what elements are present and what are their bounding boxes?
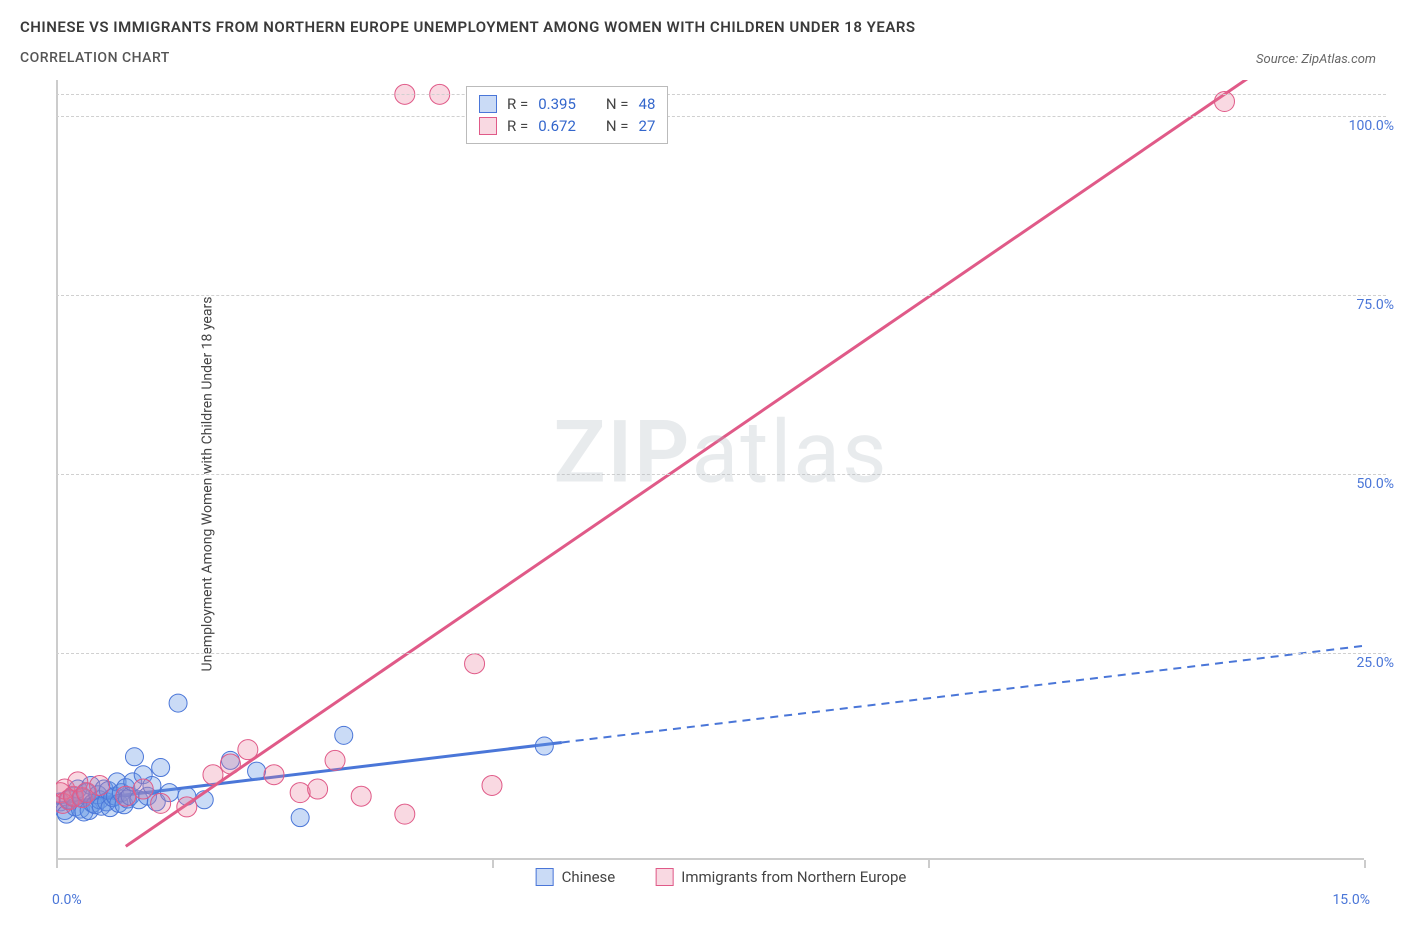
r-label: R = — [507, 117, 528, 135]
scatter-plot — [56, 80, 1364, 860]
y-tick-label: 75.0% — [1356, 297, 1394, 313]
data-point — [395, 804, 415, 824]
legend-label: Immigrants from Northern Europe — [681, 868, 906, 886]
regression-line-extension — [562, 646, 1364, 743]
r-value: 0.672 — [538, 117, 576, 135]
legend-row-series1: R = 0.395 N = 48 — [479, 93, 655, 115]
data-point — [177, 797, 197, 817]
chart-title-line1: CHINESE VS IMMIGRANTS FROM NORTHERN EURO… — [20, 18, 1386, 36]
legend-item-series2: Immigrants from Northern Europe — [655, 868, 906, 886]
data-point — [152, 759, 170, 777]
x-tick-label: 0.0% — [52, 892, 82, 908]
grid-line — [56, 474, 1386, 475]
data-point — [351, 786, 371, 806]
data-point — [125, 748, 143, 766]
swatch-icon — [479, 95, 497, 113]
data-point — [465, 654, 485, 674]
series-legend: Chinese Immigrants from Northern Europe — [536, 868, 907, 886]
n-value: 48 — [639, 95, 656, 113]
y-tick-label: 100.0% — [1349, 118, 1394, 134]
swatch-icon — [536, 868, 554, 886]
data-point — [151, 793, 171, 813]
data-point — [248, 762, 266, 780]
data-point — [535, 737, 553, 755]
chart-title-line2: CORRELATION CHART — [20, 50, 1386, 66]
data-point — [220, 754, 240, 774]
data-point — [325, 750, 345, 770]
swatch-icon — [479, 117, 497, 135]
source-attribution: Source: ZipAtlas.com — [1256, 52, 1376, 67]
y-tick-label: 50.0% — [1356, 476, 1394, 492]
grid-line — [56, 653, 1386, 654]
legend-item-series1: Chinese — [536, 868, 616, 886]
data-point — [291, 809, 309, 827]
grid-line — [56, 94, 1386, 95]
data-point — [169, 694, 187, 712]
x-tick-label: 15.0% — [1332, 892, 1370, 908]
grid-line — [56, 116, 1386, 117]
legend-row-series2: R = 0.672 N = 27 — [479, 115, 655, 137]
data-point — [264, 765, 284, 785]
legend-label: Chinese — [562, 868, 616, 886]
y-tick-label: 25.0% — [1356, 655, 1394, 671]
data-point — [308, 779, 328, 799]
regression-line — [126, 80, 1277, 846]
data-point — [238, 740, 258, 760]
data-point — [335, 726, 353, 744]
n-label: N = — [606, 117, 629, 135]
n-label: N = — [606, 95, 629, 113]
x-tick — [928, 860, 930, 868]
data-point — [203, 765, 223, 785]
correlation-legend: R = 0.395 N = 48 R = 0.672 N = 27 — [466, 86, 668, 144]
x-tick — [492, 860, 494, 868]
r-label: R = — [507, 95, 528, 113]
data-point — [482, 775, 502, 795]
n-value: 27 — [639, 117, 656, 135]
grid-line — [56, 295, 1386, 296]
data-point — [90, 775, 110, 795]
swatch-icon — [655, 868, 673, 886]
data-point — [290, 783, 310, 803]
r-value: 0.395 — [538, 95, 576, 113]
x-tick — [1364, 860, 1366, 868]
x-tick — [56, 860, 58, 868]
data-point — [133, 779, 153, 799]
chart-container: Unemployment Among Women with Children U… — [56, 80, 1386, 888]
